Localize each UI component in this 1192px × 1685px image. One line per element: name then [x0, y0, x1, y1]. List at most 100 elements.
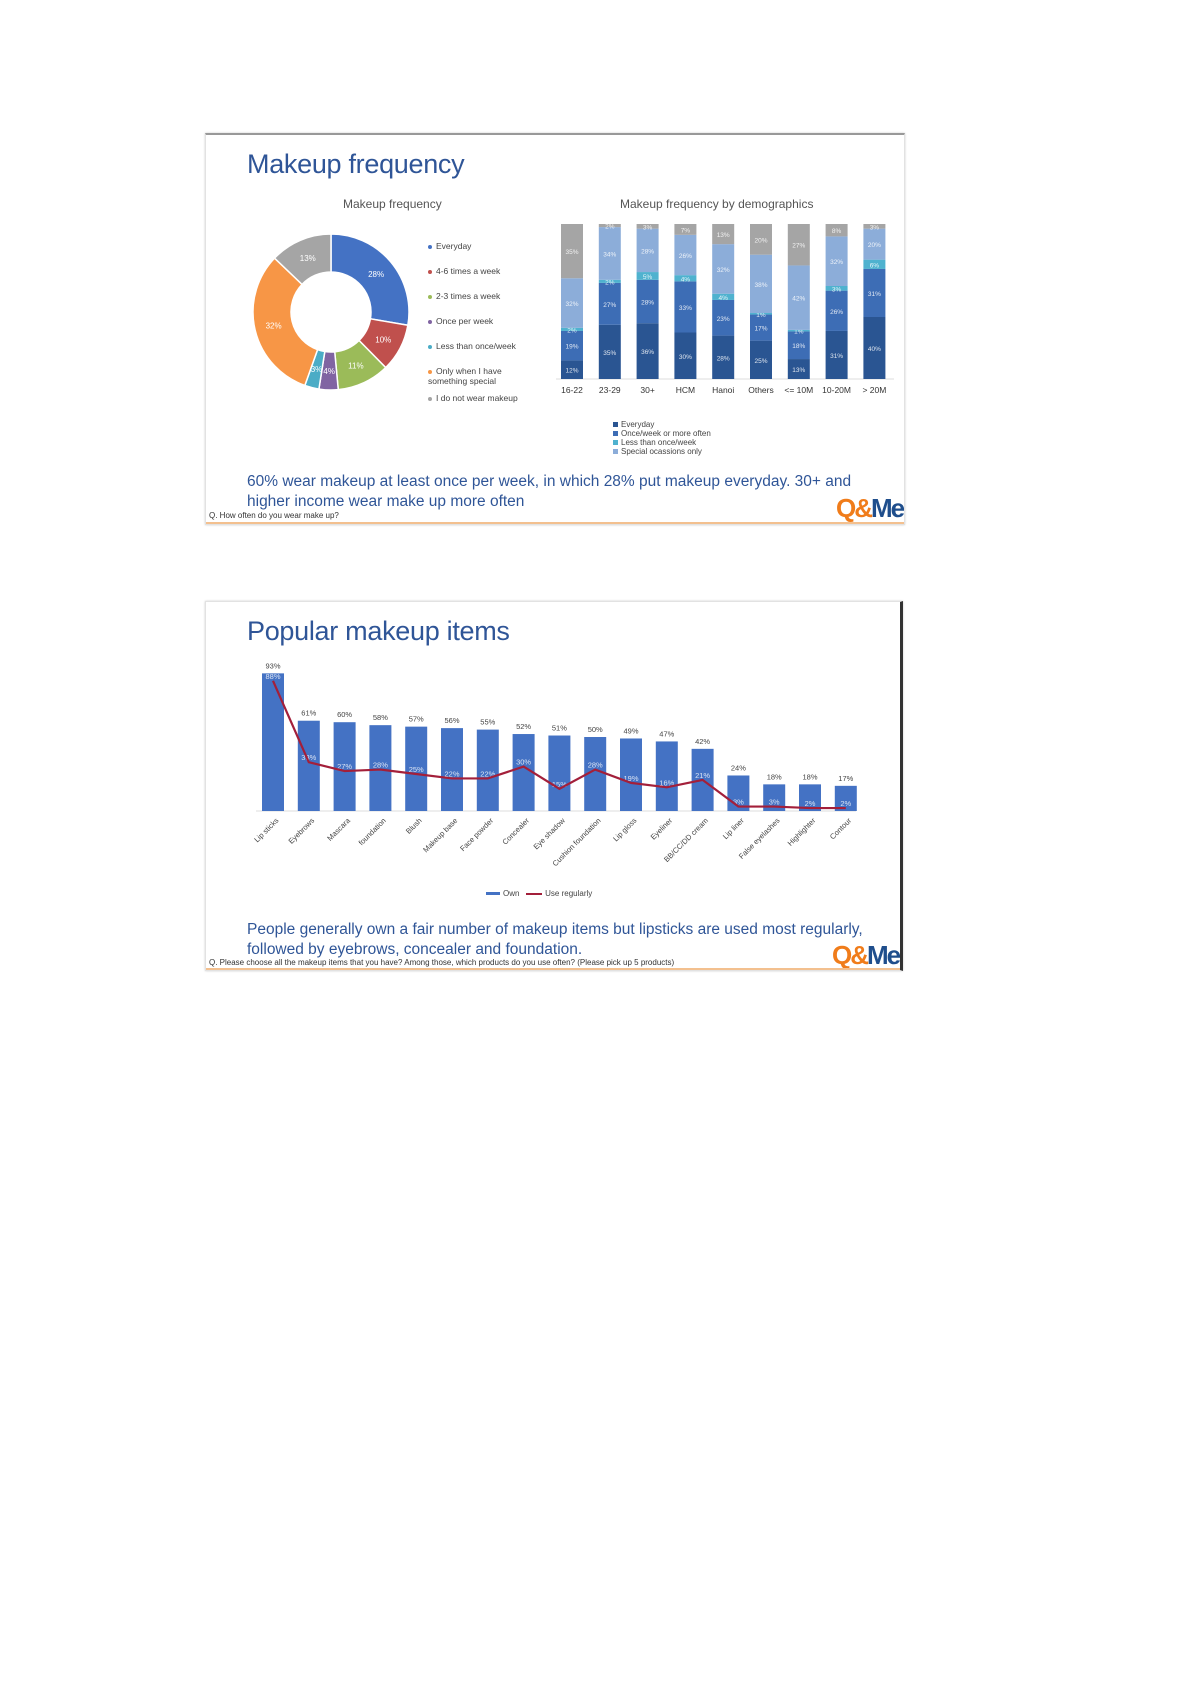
segment-label: 3%	[870, 224, 880, 231]
slice-label: 10%	[375, 335, 391, 344]
category-label: 10-20M	[822, 385, 851, 395]
stacked-segment	[561, 224, 583, 279]
stacked-segment	[825, 290, 848, 331]
category-label: Lip liner	[721, 816, 746, 841]
legend-label: Only when I have something special	[428, 366, 502, 386]
use-value-label: 25%	[409, 765, 424, 774]
legend-label: Everyday	[621, 420, 655, 429]
category-label: 30+	[640, 385, 654, 395]
category-label: 16-22	[561, 385, 583, 395]
slide-title: Popular makeup items	[247, 616, 510, 646]
legend-label: I do not wear makeup	[436, 393, 518, 403]
stacked-segment	[787, 359, 810, 379]
donut-chart-title: Makeup frequency	[343, 197, 442, 211]
segment-label: 25%	[754, 358, 767, 365]
own-bar	[297, 720, 320, 811]
category-label: Lip gloss	[611, 816, 638, 843]
legend-swatch	[526, 893, 543, 895]
segment-label: 19%	[565, 344, 578, 351]
use-value-label: 27%	[337, 762, 352, 771]
stacked-segment	[598, 279, 621, 283]
category-label: Highlighter	[786, 816, 818, 848]
legend-swatch	[428, 396, 432, 401]
slice-label: 4%	[323, 367, 335, 376]
segment-label: 18%	[792, 343, 805, 350]
legend-label: Own	[503, 889, 520, 898]
stacked-chart-title: Makeup frequency by demographics	[620, 197, 814, 211]
stacked-segment	[787, 331, 810, 360]
use-value-label: 3%	[769, 798, 780, 807]
category-label: Contour	[828, 816, 854, 842]
stacked-segment	[825, 330, 848, 379]
use-value-label: 2%	[840, 799, 851, 808]
divider	[206, 968, 900, 970]
stacked-segment	[674, 332, 697, 379]
own-value-label: 61%	[301, 709, 316, 718]
slice-label: 13%	[300, 254, 316, 263]
use-value-label: 88%	[265, 672, 280, 681]
stacked-segment	[825, 236, 848, 286]
legend-swatch	[428, 244, 432, 249]
category-label: Lip sticks	[252, 816, 280, 844]
survey-question: Q. Please choose all the makeup items th…	[209, 958, 675, 967]
stacked-segment	[750, 340, 772, 379]
own-bar	[369, 725, 392, 811]
stacked-segment	[863, 224, 886, 229]
segment-label: 30%	[679, 354, 692, 361]
segment-label: 1%	[794, 329, 804, 336]
stacked-segment	[598, 224, 621, 228]
segment-label: 28%	[641, 248, 654, 255]
slice-label: 32%	[266, 322, 282, 331]
category-label: Eyebrows	[287, 816, 317, 846]
segment-label: 28%	[641, 300, 654, 307]
segment-label: 40%	[868, 346, 881, 353]
stacked-segment	[561, 278, 583, 328]
segment-label: 31%	[830, 353, 843, 360]
legend-item: I do not wear makeup	[428, 393, 523, 403]
category-label: foundation	[357, 816, 388, 847]
legend-label: Special ocassions only	[621, 447, 702, 456]
legend-swatch	[428, 319, 432, 324]
divider	[206, 522, 904, 524]
legend-label: Less than once/week	[621, 438, 697, 447]
own-value-label: 56%	[444, 716, 459, 725]
own-value-label: 49%	[623, 726, 638, 735]
qme-logo: Q&Me	[836, 493, 904, 523]
legend-label: Once/week or more often	[621, 429, 711, 438]
use-value-label: 16%	[659, 778, 674, 787]
stacked-segment	[636, 279, 659, 324]
category-label: Eyeliner	[649, 816, 675, 842]
own-value-label: 93%	[265, 661, 280, 670]
segment-label: 17%	[754, 326, 767, 333]
segment-label: 26%	[830, 309, 843, 316]
category-label: 23-29	[599, 385, 621, 395]
segment-label: 38%	[754, 282, 767, 289]
legend-item: Everyday	[428, 241, 523, 251]
stacked-segment	[863, 317, 886, 379]
slide-title: Makeup frequency	[247, 149, 465, 179]
use-value-label: 28%	[373, 761, 388, 770]
own-value-label: 52%	[516, 722, 531, 731]
segment-label: 13%	[717, 232, 730, 239]
legend-item: Once per week	[428, 316, 523, 326]
segment-label: 33%	[679, 305, 692, 312]
legend-swatch	[428, 369, 432, 374]
use-value-label: 15%	[552, 780, 567, 789]
own-value-label: 51%	[552, 724, 567, 733]
combo-legend: Own Use regularly	[486, 889, 592, 898]
own-value-label: 24%	[731, 763, 746, 772]
segment-label: 2%	[605, 224, 615, 231]
own-value-label: 55%	[480, 718, 495, 727]
stacked-segment	[561, 327, 583, 331]
legend-label: 4-6 times a week	[436, 266, 501, 276]
category-label: Makeup base	[421, 816, 459, 854]
legend-label: Once per week	[436, 316, 494, 326]
stacked-segment	[787, 329, 810, 332]
own-bar	[620, 738, 642, 811]
own-value-label: 42%	[695, 737, 710, 746]
stacked-segment	[750, 313, 772, 315]
use-regularly-line	[271, 680, 846, 810]
stacked-bar-chart: 12% 19% 2% 32% 35% 16-22 35% 27% 2% 34% 2% 23-29 36%…	[556, 224, 894, 395]
legend-item: 4-6 times a week	[428, 266, 523, 276]
stacked-segment	[863, 228, 886, 260]
